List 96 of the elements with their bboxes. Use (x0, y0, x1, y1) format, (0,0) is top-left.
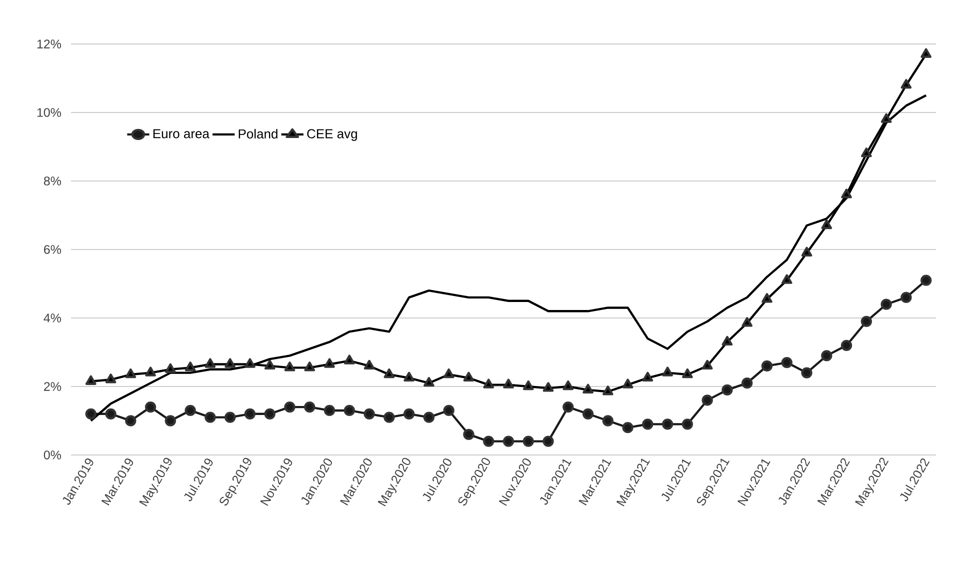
point (682, 368, 693, 378)
point (85, 408, 96, 420)
point (483, 378, 494, 388)
point (742, 317, 753, 327)
point (483, 436, 494, 447)
point (582, 408, 594, 420)
point (404, 372, 414, 382)
point (622, 422, 634, 434)
point (344, 404, 355, 416)
point (502, 436, 514, 447)
point (562, 380, 574, 390)
point (821, 350, 832, 362)
point (105, 408, 116, 420)
point (781, 356, 792, 368)
point (264, 408, 276, 420)
point (821, 219, 832, 230)
point (522, 436, 534, 447)
point (642, 372, 654, 382)
point (344, 354, 355, 364)
point (761, 360, 773, 372)
y-tick-label: 12% (37, 40, 62, 48)
point (662, 418, 674, 430)
point (622, 378, 634, 388)
legend-label: Euro area (153, 129, 210, 138)
point (144, 401, 156, 413)
point (880, 113, 892, 123)
point (463, 428, 474, 440)
point (324, 358, 335, 368)
point (324, 404, 336, 416)
point (184, 404, 196, 416)
point (742, 377, 753, 389)
point (105, 374, 116, 384)
y-tick-label: 0% (44, 450, 62, 460)
point (284, 362, 296, 372)
point (423, 412, 435, 423)
point (384, 368, 395, 378)
point (801, 367, 812, 378)
point (304, 362, 316, 372)
point (284, 401, 296, 413)
point (304, 401, 316, 413)
point (781, 274, 792, 284)
point (443, 368, 454, 378)
point (125, 368, 136, 378)
y-tick-label: 8% (44, 176, 62, 186)
point (364, 360, 375, 370)
point (145, 366, 156, 376)
point (522, 380, 534, 390)
point (264, 360, 276, 370)
point (562, 401, 574, 413)
point (642, 418, 654, 430)
legend-label: Poland (238, 128, 278, 139)
point (125, 415, 136, 426)
point (840, 340, 852, 351)
point (702, 394, 713, 406)
point (165, 363, 176, 373)
point (244, 408, 256, 420)
point (722, 336, 733, 346)
y-tick-label: 4% (44, 314, 62, 322)
point (244, 358, 256, 368)
point (542, 382, 554, 392)
legend-label: CEE avg (307, 129, 357, 141)
point (682, 418, 694, 430)
point (602, 386, 614, 396)
point (204, 358, 216, 368)
point (702, 360, 713, 370)
point (762, 293, 772, 303)
point (662, 366, 673, 376)
point (542, 436, 554, 447)
point (860, 316, 872, 327)
point (861, 148, 872, 158)
y-tick-label: 10% (37, 108, 62, 117)
point (384, 412, 395, 423)
point (85, 375, 96, 385)
point (424, 377, 434, 387)
point (224, 358, 236, 368)
point (880, 298, 892, 310)
point (204, 412, 216, 423)
point (164, 415, 176, 426)
point (900, 292, 912, 304)
point (364, 408, 375, 420)
point (184, 362, 196, 372)
point (900, 79, 912, 89)
point (801, 246, 812, 257)
point (920, 48, 932, 58)
y-tick-label: 6% (44, 245, 62, 254)
point (722, 384, 733, 396)
point (503, 378, 514, 388)
point (841, 188, 852, 198)
point (582, 384, 594, 394)
y-tick-label: 2% (44, 382, 62, 391)
point (443, 404, 454, 416)
point (463, 372, 474, 382)
point (224, 412, 236, 423)
point (602, 415, 614, 426)
point (920, 274, 932, 286)
point (403, 408, 415, 420)
